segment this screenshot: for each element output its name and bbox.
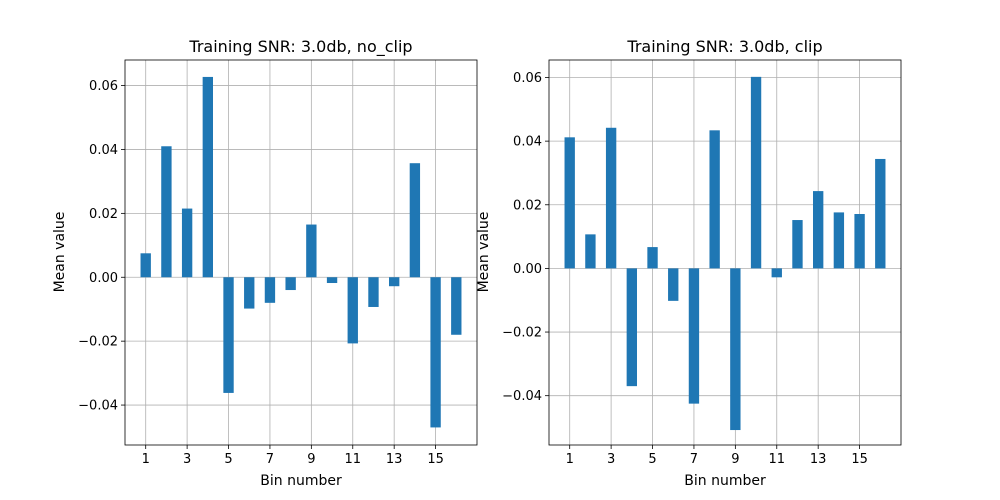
x-tick-label: 13 xyxy=(810,452,827,467)
x-tick-label: 15 xyxy=(851,452,868,467)
plot-no-clip: 1 3 5 7 9 11 13 15−0.04−0.020.000.020.040.06 Tr… xyxy=(52,37,478,489)
y-axis-label: Mean value xyxy=(52,212,68,293)
bar xyxy=(833,212,845,269)
y-tick-label: 0.02 xyxy=(89,207,118,222)
y-axis-label: Mean value xyxy=(476,212,492,293)
bar xyxy=(347,277,358,344)
y-tick-label: 0.00 xyxy=(513,262,542,277)
y-tick-label: −0.02 xyxy=(78,335,118,350)
x-tick-label: 3 xyxy=(607,452,615,467)
bar xyxy=(181,208,193,278)
bar xyxy=(771,268,782,278)
bar xyxy=(264,277,276,303)
bar xyxy=(709,130,720,269)
bar xyxy=(202,76,213,278)
x-axis-label: Bin number xyxy=(684,473,766,489)
bar xyxy=(875,158,886,269)
bar xyxy=(223,277,234,393)
bar xyxy=(668,268,679,301)
bar xyxy=(585,234,596,269)
bar xyxy=(285,277,296,291)
y-tick-label: 0.02 xyxy=(513,198,542,213)
y-tick-label: −0.04 xyxy=(502,389,542,404)
plot-clip: 1 3 5 7 9 11 13 15−0.04−0.020.000.020.040.06 Tr… xyxy=(476,37,902,489)
y-tick-label: 0.00 xyxy=(89,271,118,286)
bar xyxy=(854,214,865,269)
plot-area: 1 3 5 7 9 11 13 15−0.04−0.020.000.020.040.06 xyxy=(78,59,478,467)
bar xyxy=(326,277,338,284)
bar xyxy=(626,268,637,387)
bar xyxy=(451,277,462,335)
axes-frame xyxy=(548,59,902,446)
bar xyxy=(750,76,762,269)
bar xyxy=(409,163,421,278)
bar xyxy=(306,224,317,278)
y-tick-label: 0.04 xyxy=(513,135,542,150)
bar xyxy=(688,268,700,404)
x-tick-label: 9 xyxy=(307,452,315,467)
bar xyxy=(792,220,803,269)
x-tick-label: 1 xyxy=(566,452,574,467)
x-tick-label: 1 xyxy=(142,452,150,467)
x-tick-label: 9 xyxy=(731,452,739,467)
y-tick-label: 0.04 xyxy=(89,143,118,158)
bar xyxy=(161,146,172,278)
x-tick-label: 13 xyxy=(386,452,403,467)
y-tick-label: −0.04 xyxy=(78,399,118,414)
plot-title: Training SNR: 3.0db, no_clip xyxy=(188,37,412,57)
bar xyxy=(368,277,379,307)
plot-title: Training SNR: 3.0db, clip xyxy=(626,37,822,56)
y-tick-label: 0.06 xyxy=(89,79,118,94)
bar xyxy=(730,268,741,431)
bar xyxy=(389,277,400,287)
x-tick-label: 3 xyxy=(183,452,191,467)
bar xyxy=(813,191,824,269)
bar xyxy=(647,247,658,269)
x-axis-label: Bin number xyxy=(260,473,342,489)
y-tick-label: 0.06 xyxy=(513,71,542,86)
x-tick-label: 5 xyxy=(224,452,232,467)
bar xyxy=(605,127,617,269)
x-tick-label: 7 xyxy=(690,452,698,467)
bar xyxy=(564,137,575,269)
bar xyxy=(244,277,255,309)
y-tick-label: −0.02 xyxy=(502,326,542,341)
x-tick-label: 7 xyxy=(266,452,274,467)
axes-frame xyxy=(124,59,478,446)
x-tick-label: 11 xyxy=(768,452,785,467)
x-tick-label: 11 xyxy=(344,452,361,467)
bar xyxy=(430,277,441,428)
bar xyxy=(140,253,151,278)
x-tick-label: 15 xyxy=(427,452,444,467)
x-tick-label: 5 xyxy=(648,452,656,467)
plot-area: 1 3 5 7 9 11 13 15−0.04−0.020.000.020.040.06 xyxy=(502,59,902,467)
